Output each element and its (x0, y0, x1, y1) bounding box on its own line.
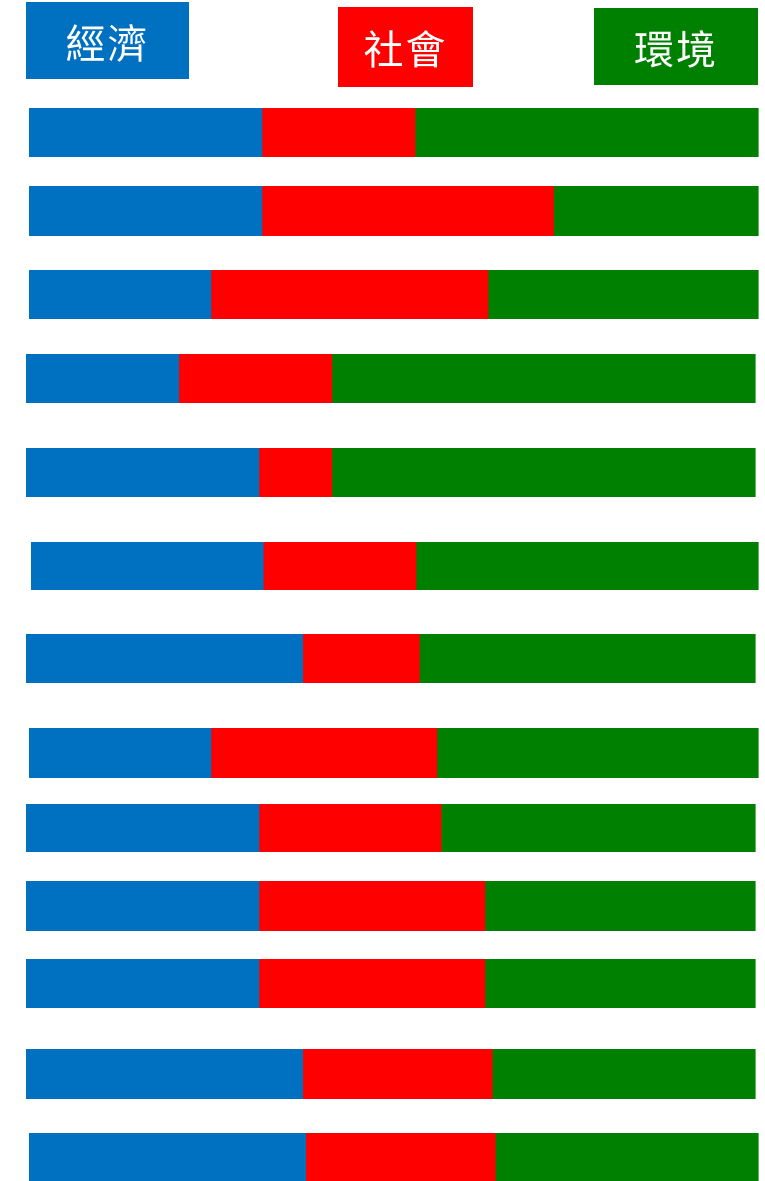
bar-segment-environment (332, 448, 756, 497)
bar-segment-economy (31, 542, 265, 590)
bar-segment-economy (29, 1133, 307, 1181)
bar-segment-society (259, 959, 486, 1008)
legend-economy: 經濟 (26, 2, 189, 79)
bar-segment-economy (26, 354, 180, 403)
bar-segment-environment (419, 634, 756, 683)
bar-segment-society (259, 448, 333, 497)
bar-segment-economy (26, 959, 260, 1008)
bar-segment-society (262, 108, 416, 157)
bar-row (26, 959, 756, 1008)
bar-segment-environment (415, 108, 759, 157)
bar-segment-environment (332, 354, 756, 403)
legend-environment: 環境 (594, 8, 758, 85)
legend-economy-label: 經濟 (65, 21, 150, 68)
bar-segment-society (211, 270, 489, 319)
bar-segment-environment (492, 1049, 756, 1099)
bar-row (31, 542, 759, 590)
bar-segment-economy (26, 634, 304, 683)
bar-row (26, 804, 756, 852)
bar-segment-economy (26, 881, 260, 931)
bar-segment-environment (495, 1133, 759, 1181)
bar-segment-environment (485, 881, 756, 931)
bar-segment-society (306, 1133, 497, 1181)
legend-society-label: 社會 (363, 28, 448, 74)
bar-segment-society (303, 1049, 494, 1099)
bar-row (26, 1049, 756, 1099)
bar-segment-economy (26, 804, 260, 852)
bar-segment-economy (29, 270, 212, 319)
legend-environment-label: 環境 (634, 27, 718, 74)
bar-segment-society (262, 186, 555, 236)
bar-segment-economy (29, 728, 212, 778)
bar-segment-economy (26, 448, 260, 497)
bar-segment-environment (485, 959, 756, 1008)
bar-row (29, 108, 759, 157)
bar-row (26, 881, 756, 931)
bar-segment-society (303, 634, 421, 683)
bar-segment-environment (437, 728, 759, 778)
legend-society: 社會 (338, 7, 473, 87)
bar-segment-society (259, 881, 486, 931)
bar-segment-society (263, 542, 417, 590)
bar-segment-environment (488, 270, 759, 319)
bar-segment-society (259, 804, 443, 852)
bar-segment-economy (29, 108, 263, 157)
bar-row (26, 634, 756, 683)
bar-segment-environment (441, 804, 756, 852)
bar-segment-economy (29, 186, 263, 236)
bar-segment-society (211, 728, 438, 778)
bar-row (29, 186, 759, 236)
bar-segment-economy (26, 1049, 304, 1099)
bar-segment-society (179, 354, 333, 403)
bar-row (29, 728, 759, 778)
bar-row (26, 448, 756, 497)
bar-row (26, 354, 756, 403)
bar-row (29, 270, 759, 319)
bar-segment-environment (553, 186, 759, 236)
bar-segment-environment (416, 542, 759, 590)
bar-row (29, 1133, 759, 1181)
